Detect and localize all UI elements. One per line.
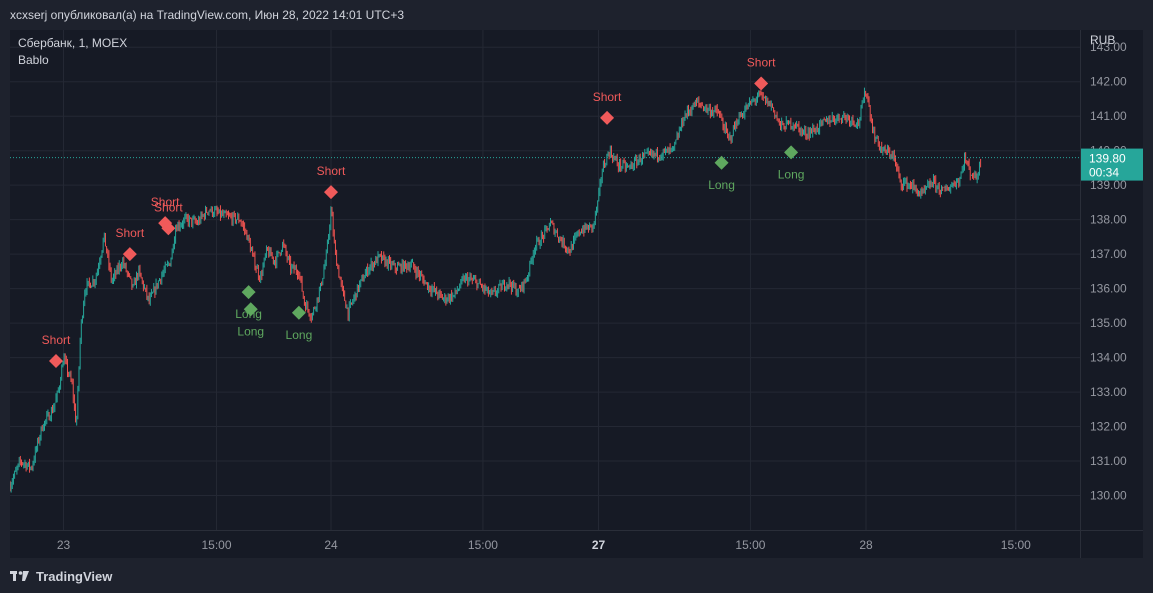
short-signal-marker [49,354,64,369]
indicator-label[interactable]: Bablo [18,53,49,67]
price-tick-label: 142.00 [1090,75,1127,89]
publication-header: xcxserj опубликовал(а) на TradingView.co… [10,8,405,22]
short-signal-marker [161,221,176,236]
long-signal-label: Long [708,178,735,192]
short-signal-label: Short [115,226,144,240]
short-signal-label: Short [151,195,180,209]
candles-layer [9,87,1080,493]
short-signal-label: Short [747,55,776,69]
long-signal-label: Long [286,328,313,342]
long-signal-marker [291,305,306,320]
long-signal-marker [241,285,256,300]
tradingview-logo-icon [10,571,29,581]
time-tick-label: 15:00 [1001,538,1031,552]
price-tick-label: 138.00 [1090,213,1127,227]
current-price-value: 139.80 [1089,152,1126,166]
symbol-label[interactable]: Сбербанк, 1, MOEX [18,36,128,50]
current-price-badge [1081,148,1143,181]
signals-layer: ShortShortShortShortLongLongLongShortSho… [42,55,805,369]
currency-label: RUB [1090,33,1115,47]
short-signal-label: Short [42,333,71,347]
tradingview-brand-text: TradingView [36,568,113,584]
long-signal-label: Long [778,167,805,181]
long-signal-marker [784,145,799,160]
short-signal-label: Short [154,200,183,214]
chart-area[interactable]: ShortShortShortShortLongLongLongShortSho… [9,30,1143,558]
short-signal-marker [754,76,769,91]
price-axis-bg [1080,30,1143,558]
price-tick-label: 135.00 [1090,316,1127,330]
short-signal-label: Short [317,164,346,178]
time-tick-label: 15:00 [735,538,765,552]
time-tick-label: 28 [859,538,873,552]
price-tick-label: 132.00 [1090,420,1127,434]
time-tick-label: 24 [324,538,338,552]
long-signal-marker [243,302,258,317]
price-chart[interactable]: ShortShortShortShortLongLongLongShortSho… [9,30,1143,558]
bar-countdown-timer: 00:34 [1089,166,1119,180]
short-signal-marker [122,247,137,262]
time-axis: 23 15:00 24 15:00 27 15:00 28 15:00 [10,530,1143,552]
time-tick-label: 23 [57,538,71,552]
price-tick-label: 141.00 [1090,109,1127,123]
price-tick-label: 139.00 [1090,178,1127,192]
chart-grid [10,30,1080,530]
price-tick-label: 143.00 [1090,40,1127,54]
chart-legend: Сбербанк, 1, MOEX Bablo [18,35,127,69]
short-signal-marker [600,110,615,125]
short-signal-marker [324,185,338,200]
time-tick-label: 27 [592,538,606,552]
price-tick-label: 137.00 [1090,247,1127,261]
short-signal-label: Short [593,90,622,104]
time-tick-label: 15:00 [468,538,498,552]
price-tick-label: 133.00 [1090,385,1127,399]
long-signal-label: Long [237,324,264,338]
long-signal-marker [714,155,729,170]
price-axis: RUB 130.00 131.00 132.00 133.00 134.00 135.00 1… [1080,30,1143,558]
time-tick-label: 15:00 [201,538,231,552]
price-tick-label: 131.00 [1090,454,1127,468]
footer-brand[interactable]: TradingView [10,566,112,586]
price-tick-label: 136.00 [1090,282,1127,296]
price-tick-label: 130.00 [1090,489,1127,503]
price-tick-label: 134.00 [1090,351,1127,365]
